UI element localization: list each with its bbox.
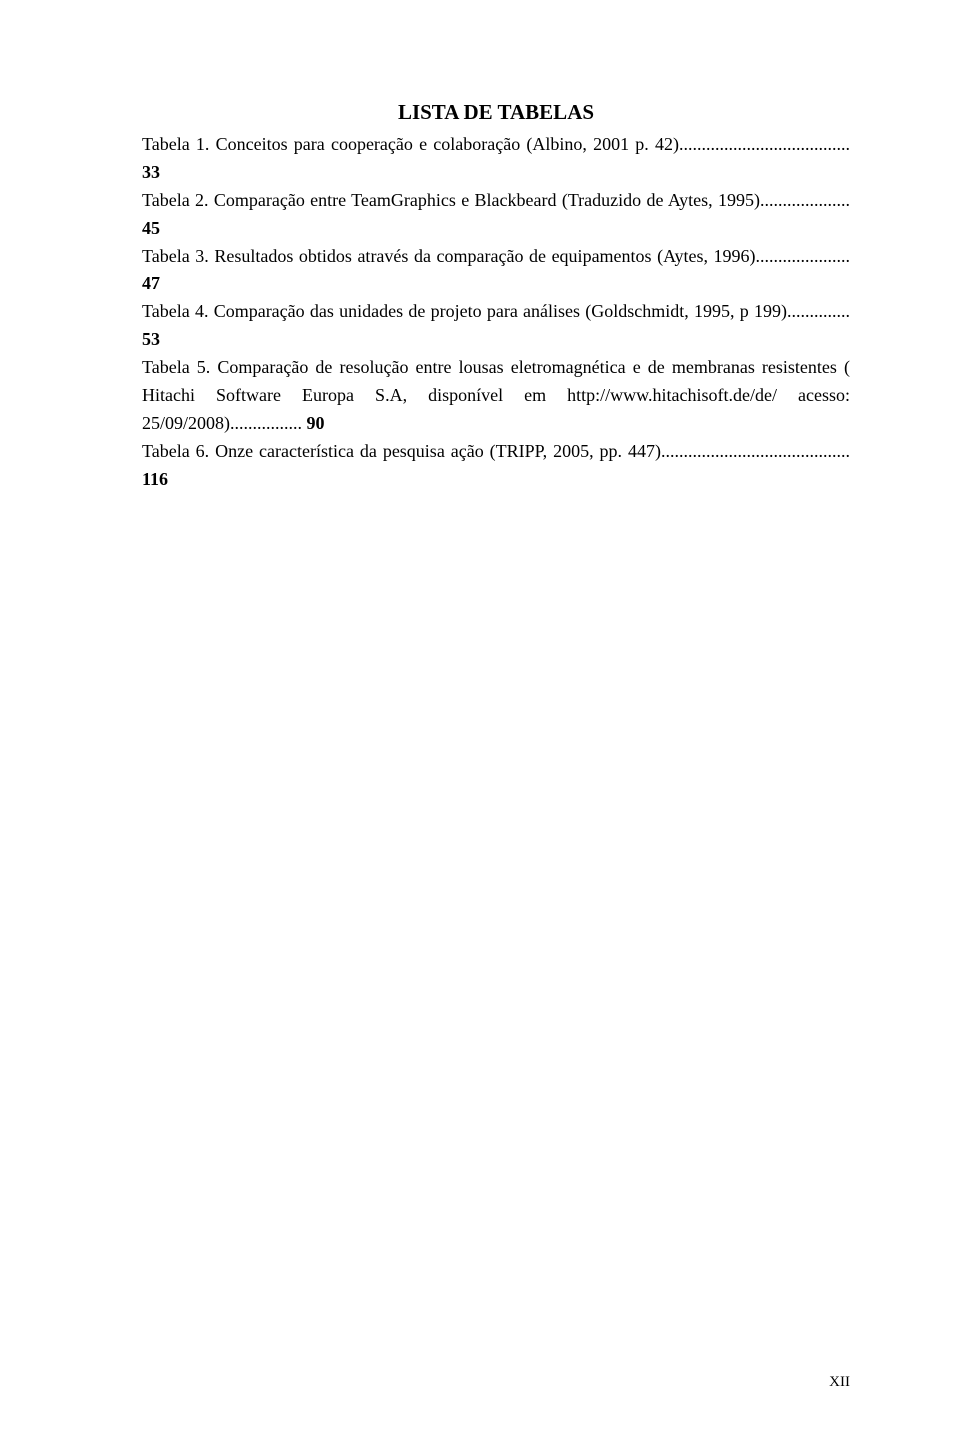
toc-entry: Tabela 3. Resultados obtidos através da … xyxy=(142,243,850,299)
toc-entry-page: 47 xyxy=(142,273,160,293)
toc-entry: Tabela 2. Comparação entre TeamGraphics … xyxy=(142,187,850,243)
toc-entry-label: Tabela 2. Comparação entre TeamGraphics … xyxy=(142,190,850,210)
toc-entry-label: Tabela 3. Resultados obtidos através da … xyxy=(142,246,850,266)
document-page: LISTA DE TABELAS Tabela 1. Conceitos par… xyxy=(0,0,960,494)
toc-entry: Tabela 1. Conceitos para cooperação e co… xyxy=(142,131,850,187)
toc-entry-page: 116 xyxy=(142,469,168,489)
toc-entry: Tabela 4. Comparação das unidades de pro… xyxy=(142,298,850,354)
page-title: LISTA DE TABELAS xyxy=(142,100,850,125)
toc-entry-label: Tabela 4. Comparação das unidades de pro… xyxy=(142,301,850,321)
toc-entry: Tabela 5. Comparação de resolução entre … xyxy=(142,354,850,438)
toc-entry-label: Tabela 5. Comparação de resolução entre … xyxy=(142,357,850,433)
toc-entry-label: Tabela 6. Onze característica da pesquis… xyxy=(142,441,850,461)
toc-entry: Tabela 6. Onze característica da pesquis… xyxy=(142,438,850,494)
toc-entry-label: Tabela 1. Conceitos para cooperação e co… xyxy=(142,134,850,154)
toc-entry-page: 45 xyxy=(142,218,160,238)
toc-entry-page: 33 xyxy=(142,162,160,182)
toc-entry-page: 53 xyxy=(142,329,160,349)
toc-entry-page: 90 xyxy=(302,413,325,433)
page-number-footer: XII xyxy=(829,1374,850,1391)
